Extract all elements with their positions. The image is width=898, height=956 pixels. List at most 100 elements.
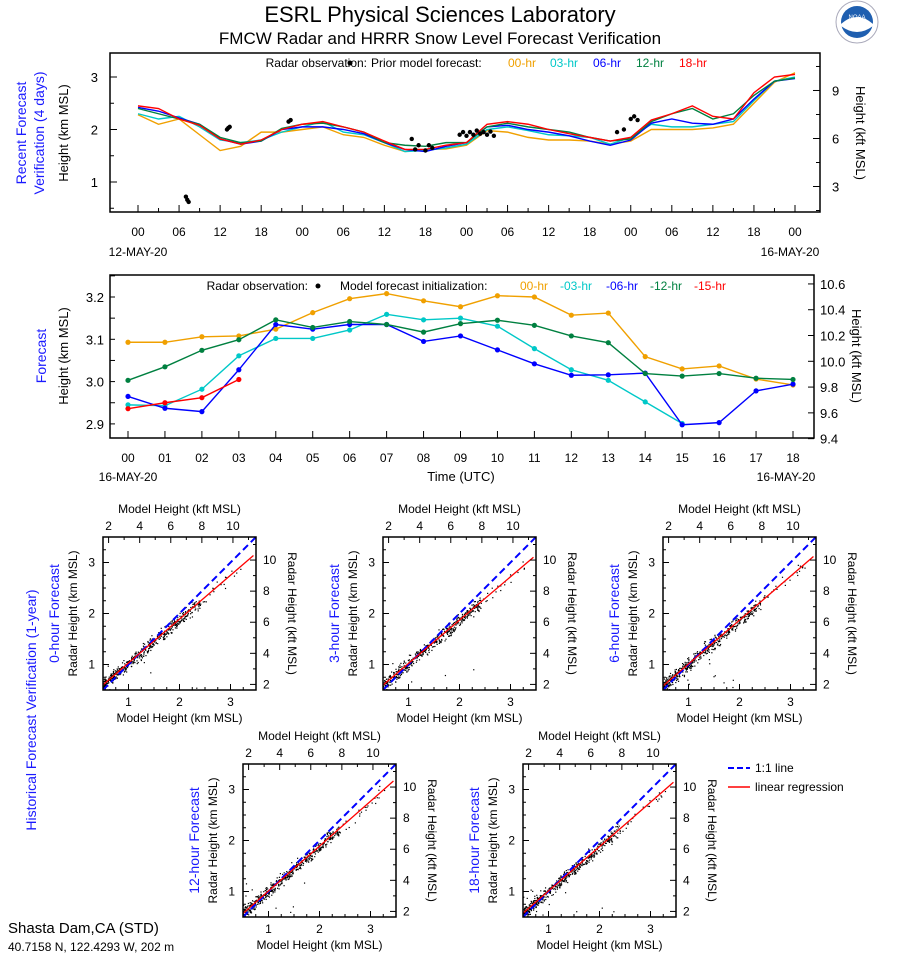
legend-model-label: Model forecast initialization: [340,279,487,293]
scatter-point [245,895,247,897]
scatter-point [563,873,565,875]
scatter-point [593,853,595,855]
scatter-point [251,905,254,907]
scatter-point [308,852,310,854]
scatter-point [610,838,612,841]
scatter-point [384,680,386,683]
scatter-point [250,912,253,914]
scatter-point [428,648,430,650]
series-point-00-hr [236,333,242,339]
scatter-point [314,853,317,855]
scatter-point [607,835,609,838]
scatter-point [712,645,714,648]
scatter-point [525,907,528,909]
scatter-point [707,649,709,652]
scatter-point [754,604,756,606]
scatter-point [720,636,722,638]
scatter-point [677,680,680,682]
scatter-point [365,809,367,811]
scatter-point [469,613,471,615]
scatter-point [283,872,285,874]
scatter-point [625,827,627,829]
scatter-point [558,877,560,879]
scatter-point [182,612,185,614]
y-right-tick-label: 9.4 [820,432,838,447]
scatter-point [544,890,546,893]
scatter-point [402,663,405,665]
scatter-point [311,855,313,857]
y-tick-label: 3 [648,556,655,570]
scatter-point [313,852,315,854]
scatter-point [115,676,117,678]
scatter-point [712,648,714,651]
scatter-point [703,654,705,657]
scatter-point [190,606,192,609]
scatter-point [292,906,295,908]
scatter-point [573,870,575,872]
scatter-point [568,874,570,877]
scatter-point [345,820,347,822]
scatter-point [435,640,437,643]
y-tick-label: 1 [88,658,95,672]
legend-03hr: -03-hr [560,279,592,293]
scatter-point [591,849,593,851]
scatter-point [121,662,124,664]
x-top-tick-label: 2 [245,746,252,760]
scatter-point [425,649,427,651]
series-point--12-hr [273,317,279,323]
y-tick-label: 1 [368,658,375,672]
scatter-point [359,815,361,817]
scatter-point [584,855,586,858]
regression-line [663,556,814,687]
series-line--12-hr [127,319,794,381]
x-top-tick-label: 2 [525,746,532,760]
scatter-point [450,633,453,635]
scatter-point [687,665,689,667]
scatter-point [422,652,424,654]
scatter-point [245,883,248,885]
scatter-point [183,620,186,623]
legend-obs-label: Radar observation: [266,56,367,70]
scatter-point [533,909,535,911]
series-point-00-hr [125,339,131,345]
scatter-point [278,879,280,882]
series-point--06-hr [273,321,279,328]
scatter-point [457,623,459,625]
x-tick-label: 1 [545,922,552,936]
scatter-point [719,634,721,636]
scatter-point [560,883,562,885]
scatter-point [547,889,549,891]
scatter-point [434,641,436,643]
scatter-point [739,621,741,623]
scatter-point [559,878,561,880]
scatter-point [249,912,251,914]
radar-observation-point [430,145,435,151]
y-right-tick-label: 10.2 [820,329,845,344]
scatter-point [664,682,666,684]
scatter-point [533,900,535,902]
scatter-point [290,874,292,876]
scatter-point [438,642,440,645]
scatter-point [330,841,332,844]
scatter-point [599,851,602,853]
scatter-point [426,653,428,655]
scatter-point [216,581,218,583]
series-point-00-hr [384,291,390,297]
scatter-point [107,665,109,667]
scatter-point [536,902,538,904]
scatter-point [185,606,187,609]
scatter-point [602,840,604,842]
scatter-point [444,640,446,642]
x-tick-label: 06 [501,225,515,239]
scatter-point [151,638,154,640]
scatter-point [697,653,699,655]
scatter-point [110,673,112,675]
scatter-point [246,906,248,908]
scatter-point [274,888,276,890]
scatter-point [261,900,263,902]
scatter-point [403,665,405,667]
scatter-point [627,823,629,826]
scatter-point [802,566,804,568]
scatter-point [599,843,602,845]
